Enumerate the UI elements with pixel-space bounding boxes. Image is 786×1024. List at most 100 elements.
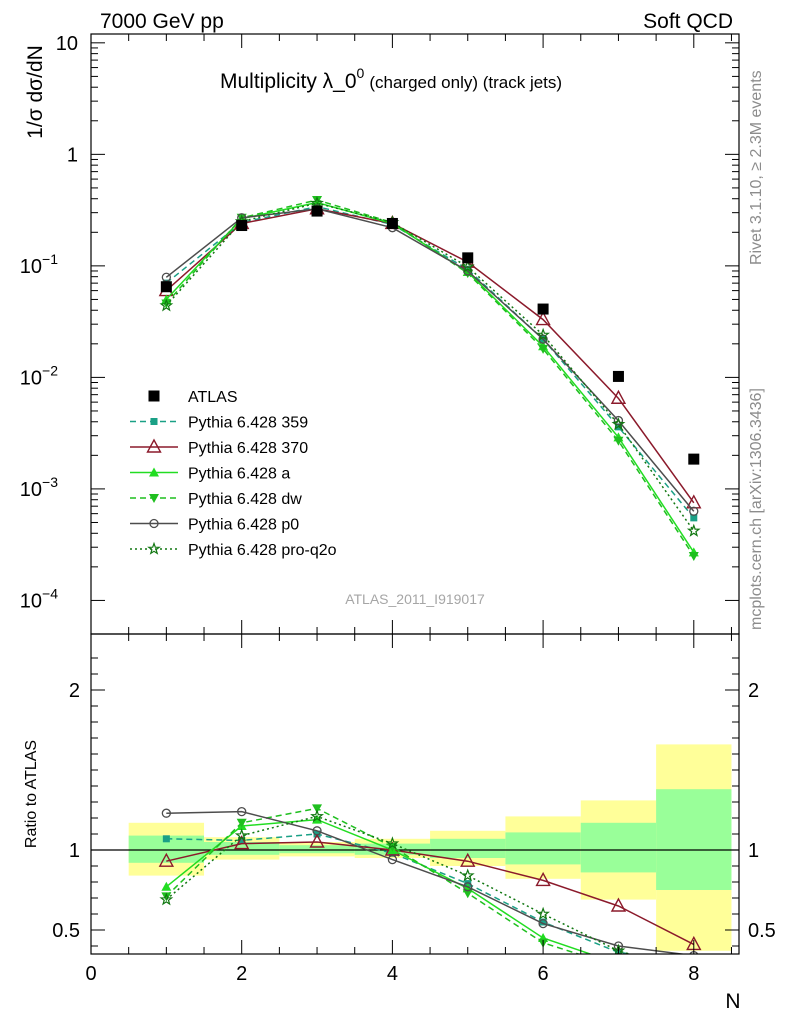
ratio-point-pythia-6-428-370 [309,833,325,848]
series-point-pythia-6-428-pro-q2o [686,523,701,537]
main-y-tick-label-base: 10 [20,479,42,501]
main-y-tick-label: 10−4 [20,585,58,612]
series-line-pythia-6-428-p0 [165,208,695,512]
main-title: Multiplicity λ_00 (charged only) (track j… [220,65,562,93]
ratio-point-pythia-6-428-359 [539,918,547,926]
ratio-point-pythia-6-428-pro-q2o [460,868,475,882]
data-point-atlas [462,252,474,264]
main-y-tick-label: 10−1 [20,251,58,278]
legend-entry-pythia-6-428-a: Pythia 6.428 a [130,466,290,483]
series-point-pythia-6-428-dw [688,552,699,562]
legend-label-pythia-6-428-359: Pythia 6.428 359 [188,415,308,432]
main-y-tick-label-exponent: −4 [42,585,58,601]
ratio-y-tick-label: 1 [69,840,80,862]
ratio-y-tick-label-right: 2 [748,680,759,702]
ratio-series-pythia-6-428-p0 [161,806,699,954]
ratio-point-pythia-6-428-dw [613,963,623,972]
legend: ATLAS Pythia 6.428 359 Pythia 6.428 370 Pyt… [130,389,337,559]
series-point-pythia-6-428-370 [610,389,627,404]
main-y-tick-label-base: 10 [20,590,42,612]
main-y-tick-label-base: 10 [56,33,78,55]
x-tick-label: 2 [236,963,247,985]
ratio-line-pythia-6-428-dw [165,807,581,954]
x-axis-label: N [725,990,740,1013]
ratio-stat-uncertainty-band [656,789,732,890]
ratio-point-pythia-6-428-dw [161,892,172,902]
main-y-tick-label-exponent: −3 [42,474,58,490]
main-y-tick-label: 10−3 [20,474,58,501]
ratio-point-pythia-6-428-359 [162,835,170,843]
data-point-atlas [386,217,398,229]
legend-marker-pythia-6-428-pro-q2o [147,541,161,555]
ratio-ylabel: Ratio to ATLAS [23,740,40,848]
analysis-watermark: ATLAS_2011_I919017 [345,591,485,607]
ratio-y-tick-label: 2 [69,680,80,702]
ratio-line-pythia-6-428-pro-q2o [165,815,632,954]
header-left-label: 7000 GeV pp [100,10,224,33]
series-point-pythia-6-428-pro-q2o [611,417,626,431]
legend-marker-pythia-6-428-370 [146,438,162,453]
data-series-atlas [160,205,700,465]
ratio-point-pythia-6-428-dw [312,804,323,814]
series-point-pythia-6-428-dw [161,299,172,309]
rivet-version-label: Rivet 3.1.10, ≥ 2.3M events [748,70,765,265]
series-point-pythia-6-428-dw [312,195,323,205]
ratio-stat-uncertainty-band [279,845,355,854]
legend-label-pythia-6-428-a: Pythia 6.428 a [188,466,290,483]
legend-entry-pythia-6-428-359: Pythia 6.428 359 [130,415,308,432]
ratio-point-pythia-6-428-359 [238,836,246,844]
legend-entry-pythia-6-428-dw: Pythia 6.428 dw [130,491,302,508]
main-title-text: Multiplicity λ_0 [220,70,357,93]
data-point-atlas [537,303,549,315]
legend-label-pythia-6-428-p0: Pythia 6.428 p0 [188,517,299,534]
ratio-stat-uncertainty-band [430,838,506,858]
data-point-atlas [612,370,624,382]
ratio-y-tick-label-right: 1 [748,840,759,862]
legend-entry-pythia-6-428-370: Pythia 6.428 370 [130,438,308,457]
ratio-point-pythia-6-428-p0 [387,854,398,865]
series-point-pythia-6-428-pro-q2o [460,259,475,273]
main-y-tick-label-base: 10 [20,367,42,389]
main-y-tick-label-base: 1 [67,144,78,166]
series-line-pythia-6-428-dw [165,199,695,557]
series-line-pythia-6-428-370 [165,208,695,504]
legend-marker-pythia-6-428-dw [149,494,159,503]
data-point-atlas [160,281,172,293]
legend-label-pythia-6-428-pro-q2o: Pythia 6.428 pro-q2o [188,542,337,559]
main-ylabel: 1/σ dσ/dN [24,45,47,139]
data-point-atlas [688,453,700,465]
mcplots-reference-label: mcplots.cern.ch [arXiv:1306.3436] [748,388,765,630]
main-y-tick-label: 1 [67,144,78,166]
legend-marker-atlas [148,390,160,402]
series-point-pythia-6-428-pro-q2o [536,327,550,341]
ratio-point-pythia-6-428-pro-q2o [159,892,174,906]
ratio-plot-frame [90,633,740,955]
ratio-point-pythia-6-428-dw [236,818,247,828]
legend-entry-pythia-6-428-pro-q2o: Pythia 6.428 pro-q2o [130,541,337,559]
ratio-point-pythia-6-428-370 [460,852,476,867]
series-point-pythia-6-428-pro-q2o [159,298,174,312]
series-line-pythia-6-428-pro-q2o [165,202,695,532]
ratio-uncertainty-bands [91,744,739,951]
main-y-tick-label-base: 10 [20,256,42,278]
legend-label-pythia-6-428-370: Pythia 6.428 370 [188,440,308,457]
ratio-point-pythia-6-428-p0 [538,918,548,929]
ratio-axes: 0.5 0.5 1 1 2 2 0 2 4 6 8 [52,634,776,985]
legend-entry-pythia-6-428-p0: Pythia 6.428 p0 [130,517,299,534]
series-point-pythia-6-428-370 [535,311,551,326]
ratio-panel: 0.5 0.5 1 1 2 2 0 2 4 6 8 Ratio to ATLAS N [23,633,776,1013]
data-point-atlas [311,205,323,217]
main-title-suffix: (charged only) (track jets) [369,73,562,92]
ratio-point-pythia-6-428-a [161,881,172,891]
header-right-label: Soft QCD [643,10,733,33]
series-point-pythia-6-428-dw [538,344,549,354]
ratio-point-pythia-6-428-p0 [237,806,247,817]
ratio-point-pythia-6-428-p0 [161,808,171,818]
ratio-y-tick-label: 0.5 [52,920,80,942]
x-tick-label: 0 [85,963,96,985]
ratio-point-pythia-6-428-370 [158,852,175,867]
ratio-point-pythia-6-428-370 [610,897,627,912]
